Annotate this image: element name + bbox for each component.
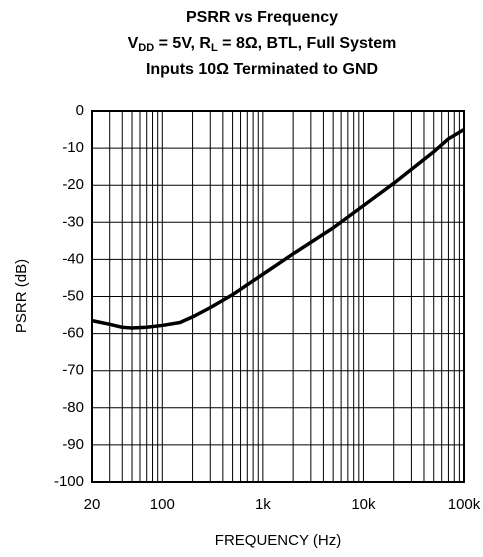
y-tick-label: -30: [62, 213, 84, 230]
subtitle-part: = 5V, R: [154, 35, 211, 52]
y-tick-label: -50: [62, 287, 84, 304]
chart-title: PSRR vs Frequency: [186, 9, 338, 26]
subtitle-part: = 8Ω, BTL, Full System: [218, 35, 397, 52]
x-tick-label: 100k: [448, 496, 481, 513]
x-tick-label: 1k: [255, 496, 271, 513]
y-tick-label: -70: [62, 362, 84, 379]
chart-subtitle: Inputs 10Ω Terminated to GND: [146, 61, 378, 78]
y-axis-label: PSRR (dB): [13, 259, 30, 333]
subscript: L: [211, 42, 218, 54]
x-tick-label: 10k: [351, 496, 376, 513]
plot-frame: [91, 110, 465, 483]
data-line: [91, 128, 465, 330]
y-tick-label: -80: [62, 399, 84, 416]
y-tick-label: -40: [62, 250, 84, 267]
y-tick-label: -90: [62, 436, 84, 453]
chart-subtitle: VDD = 5V, RL = 8Ω, BTL, Full System: [128, 35, 397, 54]
y-tick-label: -60: [62, 325, 84, 342]
x-tick-label: 20: [84, 496, 101, 513]
x-tick-label: 100: [150, 496, 175, 513]
y-tick-label: -10: [62, 139, 84, 156]
subscript: DD: [138, 42, 154, 54]
y-tick-label: -100: [54, 473, 84, 490]
y-tick-label: 0: [76, 102, 84, 119]
y-tick-label: -20: [62, 176, 84, 193]
subtitle-part: V: [128, 35, 139, 52]
x-axis-label: FREQUENCY (Hz): [215, 532, 341, 549]
